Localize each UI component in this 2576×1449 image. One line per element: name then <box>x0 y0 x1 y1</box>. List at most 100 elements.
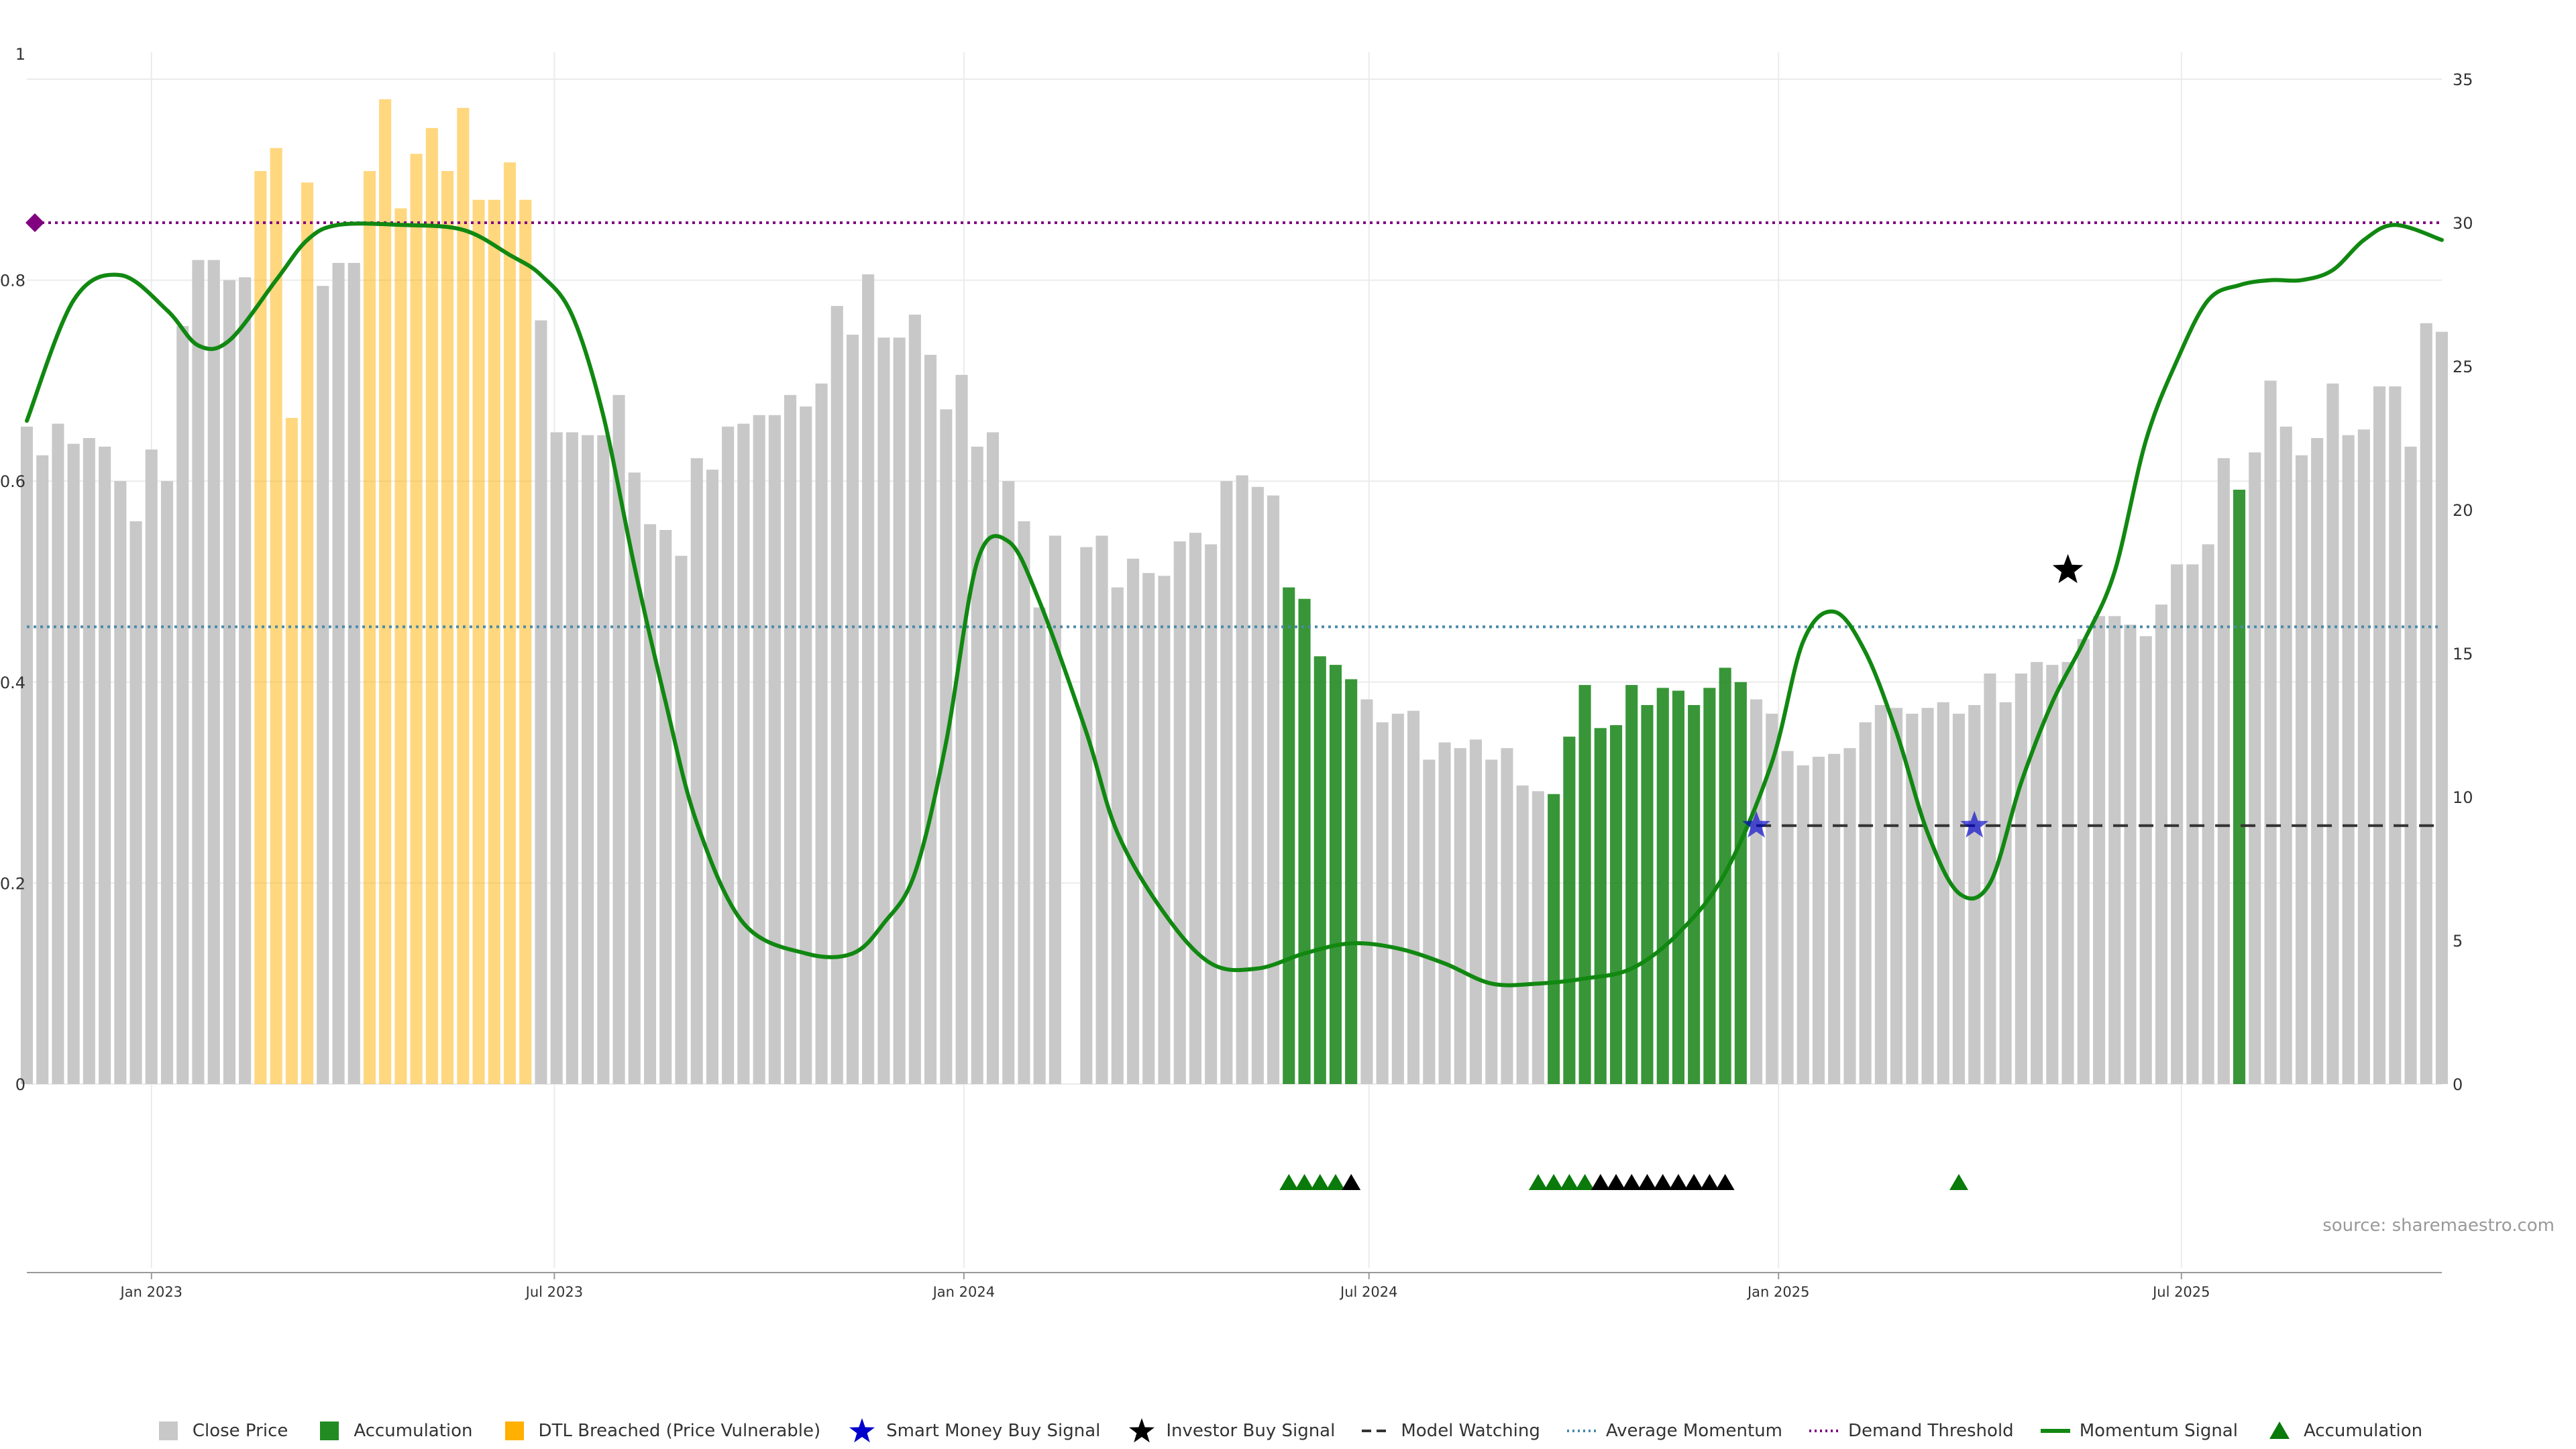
accumulation-bar <box>1283 587 1295 1084</box>
close-price-bar <box>114 481 127 1084</box>
right-axis-tick-label: 0 <box>2453 1075 2463 1094</box>
right-axis-tick-label: 5 <box>2453 932 2463 951</box>
legend-label: DTL Breached (Price Vulnerable) <box>538 1421 821 1441</box>
close-price-bar <box>1360 699 1373 1084</box>
accumulation-bar <box>1734 682 1747 1084</box>
right-axis-tick-label: 15 <box>2453 645 2473 663</box>
close-price-bar <box>1407 710 1420 1084</box>
dtl-breached-bar <box>457 107 470 1084</box>
close-price-bar <box>628 472 641 1084</box>
close-price-bar <box>768 415 781 1084</box>
close-price-bar <box>99 446 111 1084</box>
signal-triangle <box>1622 1174 1642 1190</box>
close-price-bar <box>2031 661 2043 1084</box>
star-legend-icon <box>849 1418 875 1443</box>
close-price-bar <box>1095 535 1108 1084</box>
dash-legend-icon <box>1362 1430 1392 1432</box>
accumulation-bar <box>1313 656 1326 1084</box>
accumulation-triangle <box>1310 1174 1330 1190</box>
close-price-bar <box>1376 722 1389 1084</box>
legend-item: Model Watching <box>1362 1417 1540 1444</box>
accumulation-triangle <box>1279 1174 1299 1190</box>
close-price-bar <box>2264 380 2277 1084</box>
accumulation-bar <box>1548 794 1560 1084</box>
signal-markers <box>1279 553 2084 1190</box>
close-price-bar <box>2061 661 2074 1084</box>
legend-label: Smart Money Buy Signal <box>886 1421 1101 1441</box>
close-price-bar <box>1532 791 1544 1084</box>
close-price-bar <box>1049 535 1061 1084</box>
close-price-bar <box>332 262 345 1084</box>
close-price-bar <box>2389 386 2402 1084</box>
source-note: source: sharemaestro.com <box>2322 1216 2555 1236</box>
signal-triangle <box>1700 1174 1719 1190</box>
left-axis-tick-label: 0.4 <box>0 674 25 692</box>
dtl-breached-bar <box>519 199 532 1084</box>
close-price-bar <box>2420 323 2432 1084</box>
close-price-bar <box>2404 446 2417 1084</box>
dtl-breached-bar <box>394 208 407 1085</box>
close-price-bar <box>737 423 750 1084</box>
legend: Close Price Accumulation DTL Breached (Pri… <box>0 1417 2576 1444</box>
close-price-bar <box>20 426 33 1084</box>
accumulation-bar <box>1594 728 1607 1084</box>
close-price-bar <box>1002 481 1015 1084</box>
close-price-bar <box>2015 674 2027 1084</box>
right-axis-tick-label: 25 <box>2453 358 2473 376</box>
close-price-bar <box>800 406 812 1084</box>
legend-label: Accumulation <box>2303 1421 2423 1441</box>
close-price-bar <box>1438 742 1451 1084</box>
close-price-bar <box>2139 636 2152 1084</box>
close-price-bar <box>986 432 999 1084</box>
close-price-bar <box>1454 748 1466 1084</box>
left-axis-tick-label: 0.2 <box>0 874 25 893</box>
signal-triangle <box>1684 1174 1704 1190</box>
legend-item: Demand Threshold <box>1809 1417 2014 1444</box>
close-price-bar <box>1205 544 1218 1084</box>
close-price-bar <box>659 530 672 1084</box>
close-price-bar <box>2186 564 2199 1084</box>
close-price-bar <box>1828 753 1841 1084</box>
close-price-bar <box>971 446 983 1084</box>
close-price-bar <box>1267 495 1280 1084</box>
accumulation-bar <box>1610 725 1623 1084</box>
close-price-bar <box>1391 713 1404 1084</box>
close-price-bar <box>1080 547 1093 1084</box>
accumulation-triangle <box>1544 1174 1564 1190</box>
close-price-bar <box>1469 739 1482 1084</box>
square-legend-icon <box>504 1421 524 1440</box>
close-price-bar <box>2295 455 2308 1084</box>
close-price-bar <box>1766 713 1778 1084</box>
close-price-bar <box>2217 458 2230 1084</box>
x-axis-tick-label: Jul 2025 <box>2151 1284 2210 1300</box>
triangle-legend-icon <box>2269 1421 2290 1439</box>
close-price-bar <box>1781 751 1794 1084</box>
square-legend-icon <box>158 1421 178 1440</box>
close-price-bar <box>1236 475 1248 1084</box>
close-price-bar <box>347 262 360 1084</box>
close-price-bar <box>784 394 797 1084</box>
legend-label: Demand Threshold <box>1848 1421 2014 1441</box>
close-price-bar <box>1859 722 1872 1084</box>
close-price-bar <box>1158 576 1171 1084</box>
x-axis-tick-label: Jan 2023 <box>119 1284 183 1300</box>
close-price-bar <box>2124 625 2137 1084</box>
close-price-bar <box>830 306 843 1085</box>
legend-label: Momentum Signal <box>2079 1421 2238 1441</box>
close-price-bar <box>706 470 718 1084</box>
accumulation-triangle <box>1326 1174 1345 1190</box>
dtl-breached-bar <box>472 199 485 1084</box>
close-price-bar <box>550 432 563 1084</box>
x-axis-tick-label: Jan 2025 <box>1746 1284 1810 1300</box>
close-price-bar <box>877 337 890 1085</box>
close-price-bar <box>1968 705 1981 1084</box>
close-price-bar <box>722 426 735 1084</box>
close-price-bar <box>1843 748 1856 1084</box>
dtl-breached-bar <box>285 418 298 1084</box>
accumulation-bar <box>1298 598 1311 1084</box>
right-axis-tick-label: 10 <box>2453 788 2473 807</box>
close-price-bar <box>2046 665 2059 1084</box>
accumulation-bar <box>1625 685 1638 1084</box>
